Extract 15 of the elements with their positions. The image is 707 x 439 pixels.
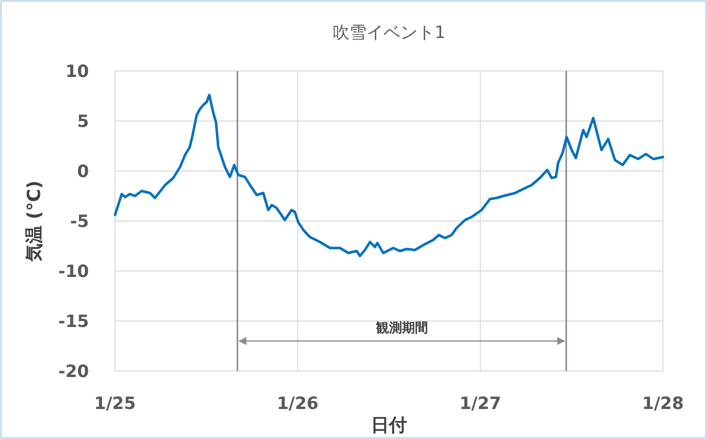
y-tick-label: 5 [77,112,89,132]
x-tick-label: 1/25 [94,394,136,414]
y-tick-label: 0 [77,162,90,182]
x-tick-label: 1/28 [642,394,684,414]
chart-title: 吹雪イベント1 [332,23,446,43]
y-axis-title: 気温 (°C) [24,180,45,262]
annotation: 観測期間 [374,321,428,336]
x-axis-title: 日付 [371,415,407,436]
y-tick-label: -20 [58,362,90,382]
x-tick-label: 1/26 [276,394,319,414]
y-tick-label: -15 [58,312,89,332]
y-tick-label: -5 [70,212,89,232]
y-tick-label: 10 [65,62,90,82]
y-tick-label: -10 [58,262,90,282]
x-tick-label: 1/27 [459,394,502,414]
